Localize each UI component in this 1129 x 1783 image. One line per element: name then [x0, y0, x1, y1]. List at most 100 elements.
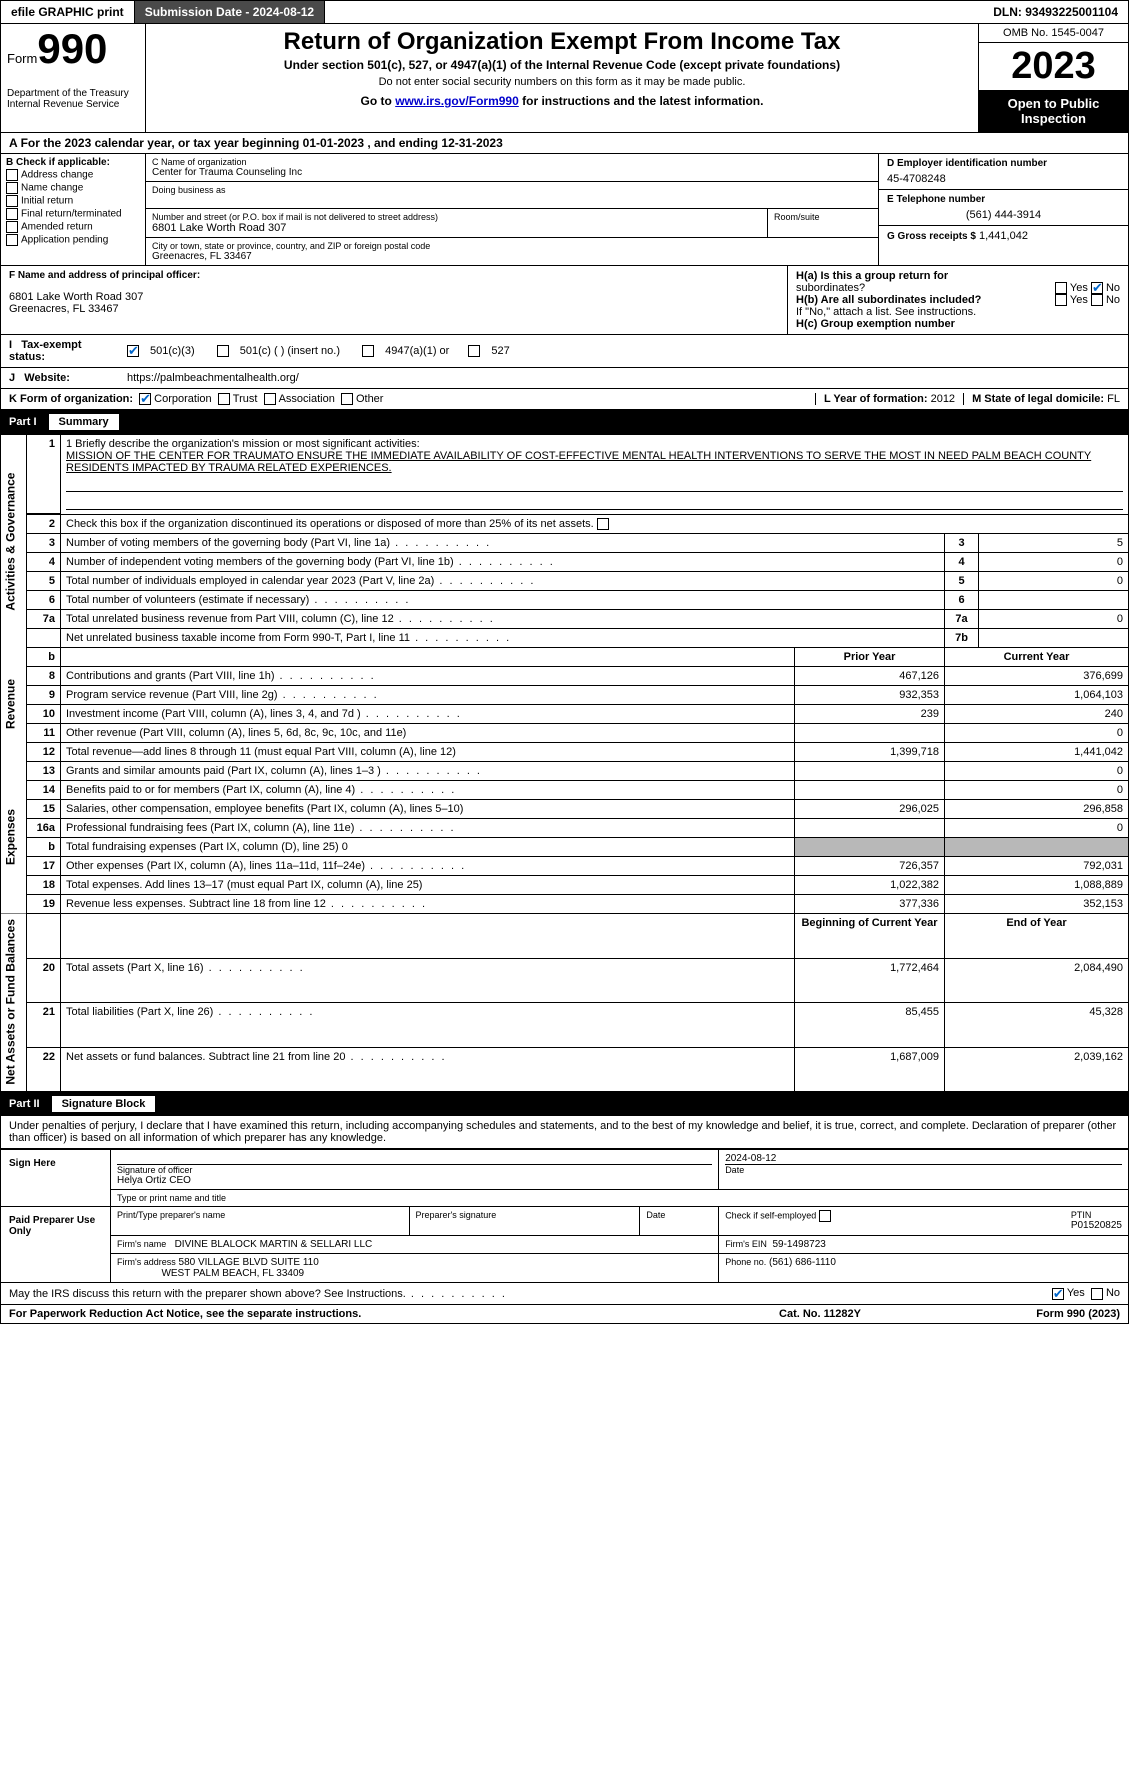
- street-cell: Number and street (or P.O. box if mail i…: [146, 209, 768, 237]
- box-d-e-g: D Employer identification number 45-4708…: [878, 154, 1128, 265]
- side-revenue: Revenue: [1, 647, 27, 761]
- tax-year: 2023: [979, 43, 1128, 90]
- gov-row-7b: Net unrelated business taxable income fr…: [1, 628, 1129, 647]
- discuss-text: May the IRS discuss this return with the…: [9, 1288, 507, 1300]
- rev-row-9: 9Program service revenue (Part VIII, lin…: [1, 685, 1129, 704]
- row-i: I Tax-exempt status: 501(c)(3) 501(c) ( …: [0, 335, 1129, 368]
- gov-row-4: 4Number of independent voting members of…: [1, 552, 1129, 571]
- cb-application-pending[interactable]: Application pending: [6, 234, 140, 246]
- h-b: H(b) Are all subordinates included? Yes …: [796, 294, 1120, 306]
- rev-row-10: 10Investment income (Part VIII, column (…: [1, 704, 1129, 723]
- exp-row-14: 14Benefits paid to or for members (Part …: [1, 780, 1129, 799]
- discuss-row: May the IRS discuss this return with the…: [0, 1283, 1129, 1304]
- efile-graphic-print[interactable]: efile GRAPHIC print: [1, 1, 135, 23]
- form-title: Return of Organization Exempt From Incom…: [154, 28, 970, 56]
- gov-row-5: 5Total number of individuals employed in…: [1, 571, 1129, 590]
- ein-row: D Employer identification number 45-4708…: [879, 154, 1128, 190]
- form-subtitle: Under section 501(c), 527, or 4947(a)(1)…: [154, 58, 970, 72]
- cb-amended-return[interactable]: Amended return: [6, 221, 140, 233]
- cb-corporation[interactable]: [139, 393, 151, 405]
- part-2-num: Part II: [9, 1098, 40, 1110]
- tax-year-text: For the 2023 calendar year, or tax year …: [21, 136, 503, 150]
- cb-discuss-no[interactable]: [1091, 1288, 1103, 1300]
- tax-year-range: A For the 2023 calendar year, or tax yea…: [0, 133, 1129, 154]
- sig-date-cell: 2024-08-12 Date: [719, 1150, 1129, 1190]
- h-a: H(a) Is this a group return for: [796, 270, 1120, 282]
- cb-501c3[interactable]: [127, 345, 139, 357]
- website-value: https://palmbeachmentalhealth.org/: [127, 372, 299, 384]
- rev-row-8: 8Contributions and grants (Part VIII, li…: [1, 666, 1129, 685]
- exp-row-19: 19Revenue less expenses. Subtract line 1…: [1, 894, 1129, 913]
- form-identifier: Form990 Department of the Treasury Inter…: [1, 24, 146, 132]
- type-name-cell: Type or print name and title: [111, 1190, 1129, 1207]
- line-1-num: 1: [27, 435, 61, 514]
- cb-address-change[interactable]: Address change: [6, 169, 140, 181]
- goto-prefix: Go to: [361, 94, 396, 108]
- submission-date: Submission Date - 2024-08-12: [135, 1, 325, 23]
- side-activities-governance: Activities & Governance: [1, 435, 27, 648]
- rev-row-11: 11Other revenue (Part VIII, column (A), …: [1, 723, 1129, 742]
- signature-table: Sign Here Signature of officer Helya Ort…: [0, 1149, 1129, 1283]
- part-2-title: Signature Block: [52, 1096, 156, 1112]
- hdr-current-year: Current Year: [945, 647, 1129, 666]
- firm-name-cell: Firm's name DIVINE BLALOCK MARTIN & SELL…: [111, 1236, 719, 1254]
- part-1-num: Part I: [9, 416, 37, 428]
- sig-intro: Under penalties of perjury, I declare th…: [0, 1116, 1129, 1149]
- h-a-sub: subordinates?: [796, 282, 865, 294]
- city-row: City or town, state or province, country…: [146, 238, 878, 265]
- box-k: K Form of organization: Corporation Trus…: [9, 393, 807, 405]
- room-label: Room/suite: [774, 212, 872, 222]
- dept-treasury: Department of the Treasury: [7, 88, 139, 99]
- org-name: Center for Trauma Counseling Inc: [152, 167, 872, 178]
- phone-label: E Telephone number: [887, 194, 1120, 205]
- mission-cell: 1 Briefly describe the organization's mi…: [61, 435, 1129, 514]
- street-value: 6801 Lake Worth Road 307: [152, 222, 761, 234]
- cb-527[interactable]: [468, 345, 480, 357]
- irs-label: Internal Revenue Service: [7, 99, 139, 110]
- part-2-header: Part II Signature Block: [0, 1092, 1129, 1116]
- mission-text: MISSION OF THE CENTER FOR TRAUMATO ENSUR…: [66, 450, 1091, 474]
- form-prefix: Form: [7, 51, 37, 66]
- omb-number: OMB No. 1545-0047: [979, 24, 1128, 43]
- cb-name-change[interactable]: Name change: [6, 182, 140, 194]
- side-expenses: Expenses: [1, 761, 27, 913]
- summary-table: Activities & Governance 1 1 Briefly desc…: [0, 434, 1129, 1092]
- footer-formref: Form 990 (2023): [920, 1308, 1120, 1320]
- paid-preparer-label: Paid Preparer Use Only: [1, 1207, 111, 1283]
- gross-receipts-row: G Gross receipts $ 1,441,042: [879, 226, 1128, 246]
- org-info-row: B Check if applicable: Address change Na…: [0, 154, 1129, 266]
- prep-date-cell: Date: [640, 1207, 719, 1236]
- dba-row: Doing business as: [146, 182, 878, 209]
- part-1-header: Part I Summary: [0, 410, 1129, 434]
- cb-discontinued[interactable]: [597, 518, 609, 530]
- cb-initial-return[interactable]: Initial return: [6, 195, 140, 207]
- cb-501c[interactable]: [217, 345, 229, 357]
- cb-other[interactable]: [341, 393, 353, 405]
- dba-label: Doing business as: [152, 185, 872, 195]
- cb-4947[interactable]: [362, 345, 374, 357]
- goto-suffix: for instructions and the latest informat…: [519, 94, 764, 108]
- cb-association[interactable]: [264, 393, 276, 405]
- cb-final-return[interactable]: Final return/terminated: [6, 208, 140, 220]
- hdr-end-year: End of Year: [945, 913, 1129, 958]
- line-2: Check this box if the organization disco…: [61, 514, 1129, 533]
- exp-row-18: 18Total expenses. Add lines 13–17 (must …: [1, 875, 1129, 894]
- gov-row-3: 3Number of voting members of the governi…: [1, 533, 1129, 552]
- header-title-block: Return of Organization Exempt From Incom…: [146, 24, 978, 132]
- irs-link[interactable]: www.irs.gov/Form990: [395, 94, 519, 108]
- cb-trust[interactable]: [218, 393, 230, 405]
- website-label: J Website:: [9, 372, 119, 384]
- city-label: City or town, state or province, country…: [152, 241, 872, 251]
- box-b: B Check if applicable: Address change Na…: [1, 154, 146, 265]
- exp-row-17: 17Other expenses (Part IX, column (A), l…: [1, 856, 1129, 875]
- org-name-label: C Name of organization: [152, 157, 872, 167]
- box-m: M State of legal domicile: FL: [963, 393, 1120, 405]
- box-l: L Year of formation: 2012: [815, 393, 955, 405]
- firm-addr-cell: Firm's address 580 VILLAGE BLVD SUITE 11…: [111, 1254, 719, 1283]
- ptin-cell: Check if self-employed PTINP01520825: [719, 1207, 1129, 1236]
- ein-label: D Employer identification number: [887, 158, 1120, 169]
- cb-discuss-yes[interactable]: [1052, 1288, 1064, 1300]
- street-label: Number and street (or P.O. box if mail i…: [152, 212, 761, 222]
- firm-ein-cell: Firm's EIN 59-1498723: [719, 1236, 1129, 1254]
- instructions-line: Go to www.irs.gov/Form990 for instructio…: [154, 94, 970, 108]
